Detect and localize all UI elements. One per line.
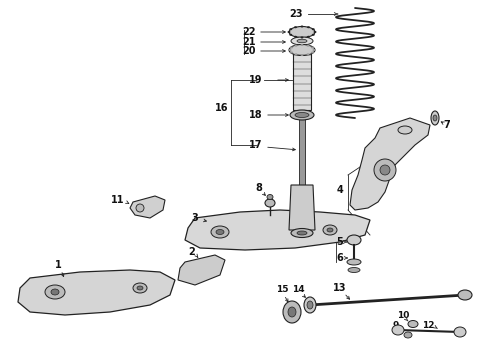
Ellipse shape — [291, 37, 313, 45]
Text: 12: 12 — [422, 320, 434, 329]
Ellipse shape — [347, 235, 361, 245]
Ellipse shape — [294, 36, 297, 38]
Polygon shape — [130, 196, 165, 218]
Ellipse shape — [288, 307, 296, 317]
Ellipse shape — [289, 34, 292, 36]
Ellipse shape — [300, 54, 303, 56]
Ellipse shape — [312, 28, 315, 30]
Ellipse shape — [312, 34, 315, 36]
Text: 8: 8 — [256, 183, 263, 193]
Ellipse shape — [289, 28, 292, 30]
Text: 11: 11 — [111, 195, 125, 205]
Ellipse shape — [290, 46, 293, 49]
Ellipse shape — [289, 49, 292, 51]
Ellipse shape — [380, 165, 390, 175]
Text: 2: 2 — [189, 247, 196, 257]
Text: 17: 17 — [249, 140, 263, 150]
Ellipse shape — [392, 325, 404, 335]
Ellipse shape — [290, 51, 293, 54]
Ellipse shape — [300, 36, 303, 39]
Text: 22: 22 — [242, 27, 256, 37]
Ellipse shape — [307, 301, 313, 309]
Text: 21: 21 — [242, 37, 256, 47]
Ellipse shape — [211, 226, 229, 238]
Ellipse shape — [267, 194, 273, 199]
Ellipse shape — [297, 39, 307, 43]
Ellipse shape — [265, 199, 275, 207]
Text: 20: 20 — [242, 46, 256, 56]
Ellipse shape — [136, 204, 144, 212]
Ellipse shape — [433, 115, 437, 121]
Ellipse shape — [304, 297, 316, 313]
Ellipse shape — [323, 225, 337, 235]
Ellipse shape — [288, 31, 291, 33]
Text: 13: 13 — [333, 283, 347, 293]
Text: 5: 5 — [337, 237, 343, 247]
Ellipse shape — [294, 53, 297, 55]
Ellipse shape — [314, 31, 317, 33]
Ellipse shape — [294, 45, 297, 47]
Ellipse shape — [311, 46, 314, 49]
Ellipse shape — [458, 290, 472, 300]
Polygon shape — [18, 270, 175, 315]
Text: 9: 9 — [393, 320, 399, 329]
Text: 10: 10 — [397, 310, 409, 320]
Ellipse shape — [374, 159, 396, 181]
Ellipse shape — [454, 327, 466, 337]
Ellipse shape — [307, 36, 310, 38]
Ellipse shape — [300, 44, 303, 46]
Polygon shape — [178, 255, 225, 285]
Text: 6: 6 — [337, 253, 343, 263]
Ellipse shape — [307, 26, 310, 28]
Ellipse shape — [294, 26, 297, 28]
Ellipse shape — [313, 49, 316, 51]
Ellipse shape — [295, 113, 309, 117]
Ellipse shape — [398, 126, 412, 134]
Ellipse shape — [290, 110, 314, 120]
Ellipse shape — [311, 51, 314, 54]
Ellipse shape — [307, 53, 310, 55]
Text: 18: 18 — [249, 110, 263, 120]
Ellipse shape — [51, 289, 59, 295]
Ellipse shape — [408, 320, 418, 328]
Ellipse shape — [45, 285, 65, 299]
Text: 16: 16 — [215, 103, 229, 113]
Ellipse shape — [289, 27, 315, 37]
Polygon shape — [293, 50, 311, 110]
Ellipse shape — [347, 259, 361, 265]
Ellipse shape — [133, 283, 147, 293]
Text: 14: 14 — [292, 285, 304, 294]
Ellipse shape — [307, 45, 310, 47]
Ellipse shape — [283, 301, 301, 323]
Polygon shape — [350, 118, 430, 210]
Polygon shape — [185, 210, 370, 250]
Polygon shape — [299, 118, 305, 185]
Text: 4: 4 — [337, 185, 343, 195]
Ellipse shape — [300, 26, 303, 27]
Ellipse shape — [348, 267, 360, 273]
Ellipse shape — [137, 286, 143, 290]
Text: 1: 1 — [54, 260, 61, 270]
Text: 19: 19 — [249, 75, 263, 85]
Ellipse shape — [431, 111, 439, 125]
Text: 3: 3 — [192, 213, 198, 223]
Ellipse shape — [327, 228, 333, 232]
Ellipse shape — [291, 229, 313, 238]
Text: 15: 15 — [276, 285, 288, 294]
Ellipse shape — [289, 45, 315, 55]
Ellipse shape — [297, 231, 307, 235]
Ellipse shape — [216, 230, 224, 234]
Text: 7: 7 — [443, 120, 450, 130]
Polygon shape — [289, 185, 315, 230]
Text: 23: 23 — [289, 9, 303, 19]
Ellipse shape — [404, 332, 412, 338]
